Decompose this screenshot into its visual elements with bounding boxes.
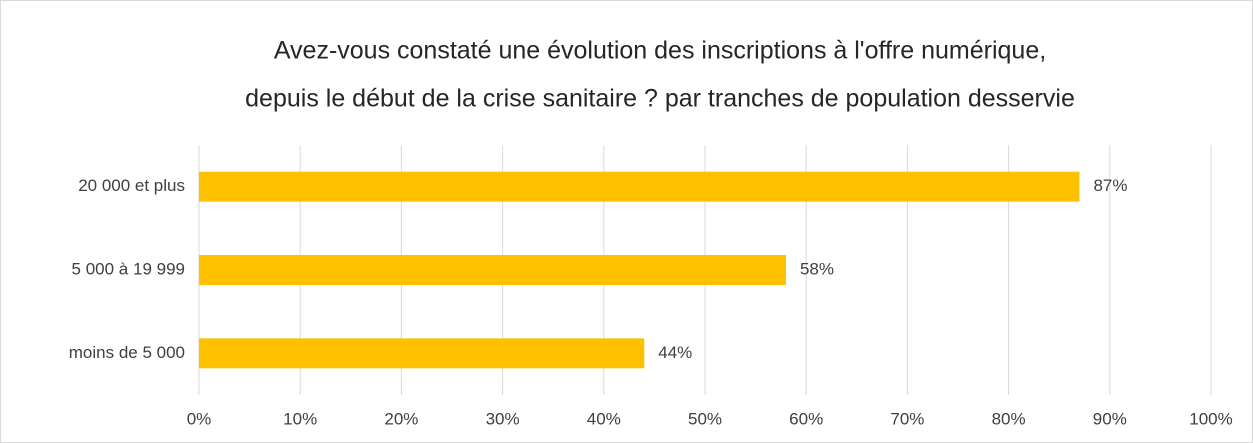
y-tick-label: 20 000 et plus [78,176,185,195]
x-tick-label: 100% [1189,409,1232,428]
chart-title: depuis le début de la crise sanitaire ? … [245,85,1075,113]
y-tick-label: 5 000 à 19 999 [72,259,185,278]
x-tick-label: 60% [789,409,823,428]
x-tick-label: 40% [587,409,621,428]
bar [199,171,1080,202]
x-tick-label: 50% [688,409,722,428]
x-tick-label: 70% [890,409,924,428]
chart-title: Avez-vous constaté une évolution des ins… [274,37,1046,65]
x-tick-label: 80% [992,409,1026,428]
y-tick-label: moins de 5 000 [69,343,185,362]
x-tick-label: 0% [187,409,212,428]
data-label: 87% [1093,176,1127,195]
bar [199,255,786,285]
bar [199,338,645,369]
x-tick-label: 30% [486,409,520,428]
data-label: 58% [800,259,834,278]
x-tick-label: 20% [384,409,418,428]
x-tick-label: 10% [283,409,317,428]
x-tick-label: 90% [1093,409,1127,428]
data-label: 44% [658,343,692,362]
